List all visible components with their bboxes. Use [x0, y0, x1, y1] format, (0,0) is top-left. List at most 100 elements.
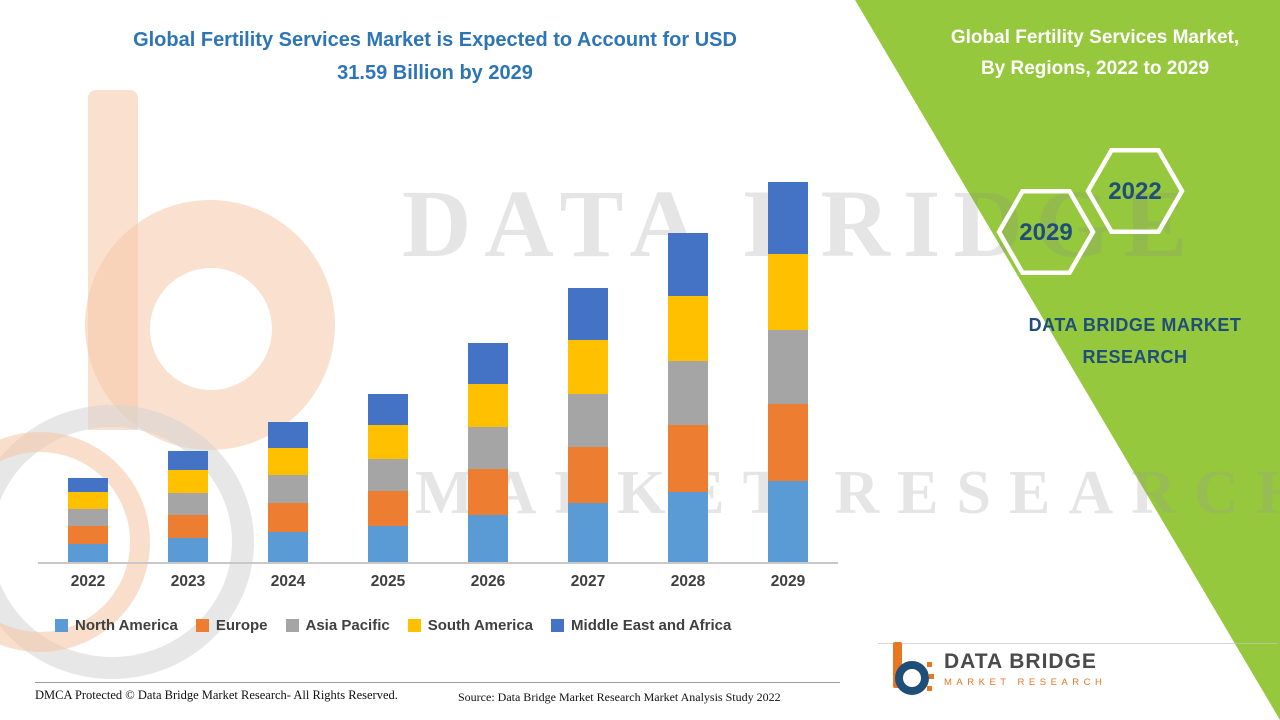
segment-asia-pacific [668, 361, 708, 425]
legend-item: Asia Pacific [285, 617, 390, 634]
source-note: Source: Data Bridge Market Research Mark… [458, 690, 781, 704]
brand-logo: DATA BRIDGE MARKET RESEARCH [888, 640, 1106, 698]
segment-north-america [68, 544, 108, 562]
brand-logo-text: DATA BRIDGE MARKET RESEARCH [944, 650, 1106, 688]
segment-asia-pacific [768, 329, 808, 405]
segment-middle-east-and-africa [568, 287, 608, 340]
segment-asia-pacific [268, 475, 308, 504]
brand-logo-subtitle: MARKET RESEARCH [944, 677, 1107, 688]
legend-item: South America [407, 617, 534, 634]
hexagon-2022-label: 2022 [1108, 178, 1161, 205]
legend-label: South America [427, 617, 534, 634]
segment-asia-pacific [368, 458, 408, 492]
bar-chart [38, 181, 838, 564]
bar-slot-2025 [338, 182, 438, 562]
legend-item: North America [55, 617, 178, 634]
segment-middle-east-and-africa [268, 422, 308, 448]
segment-north-america [668, 492, 708, 562]
segment-europe [568, 446, 608, 504]
segment-middle-east-and-africa [768, 181, 808, 255]
logo-divider [878, 643, 1278, 644]
legend-label: Europe [215, 617, 268, 634]
legend-item: Europe [195, 617, 268, 634]
segment-north-america [268, 531, 308, 562]
x-axis-label-2022: 2022 [70, 573, 106, 590]
segment-asia-pacific [68, 509, 108, 526]
segment-north-america [368, 525, 408, 562]
bar-slot-2024 [238, 182, 338, 562]
right-panel-title-line2: By Regions, 2022 to 2029 [980, 58, 1210, 80]
stacked-bar-2029 [768, 181, 808, 562]
segment-south-america [168, 470, 208, 494]
legend-label: Asia Pacific [305, 617, 390, 634]
stacked-bar-2023 [168, 451, 208, 562]
right-panel-title-line1: Global Fertility Services Market, [950, 27, 1240, 48]
x-axis-label-2023: 2023 [170, 573, 206, 590]
segment-europe [368, 491, 408, 526]
segment-north-america [768, 481, 808, 562]
bar-slot-2023 [138, 182, 238, 562]
segment-north-america [468, 515, 508, 562]
stacked-bar-2025 [368, 393, 408, 562]
legend-item: Middle East and Africa [551, 617, 731, 634]
chart-title-line2: 31.59 Billion by 2029 [337, 62, 533, 84]
data-bridge-logo-icon [893, 642, 934, 695]
x-axis-label-2028: 2028 [670, 573, 706, 590]
segment-south-america [768, 254, 808, 330]
dmca-notice: DMCA Protected © Data Bridge Market Rese… [35, 688, 398, 702]
legend-swatch [407, 619, 421, 632]
legend-swatch [285, 619, 299, 632]
footer-divider [35, 682, 840, 683]
segment-europe [68, 526, 108, 544]
segment-south-america [68, 492, 108, 510]
x-axis-label-2025: 2025 [370, 573, 406, 590]
stacked-bar-2026 [468, 343, 508, 562]
bar-slot-2026 [438, 182, 538, 562]
x-axis-label-2027: 2027 [570, 573, 606, 590]
bar-slot-2028 [638, 182, 738, 562]
segment-middle-east-and-africa [168, 451, 208, 471]
segment-europe [468, 469, 508, 516]
legend-swatch [551, 619, 565, 632]
segment-middle-east-and-africa [68, 478, 108, 493]
right-panel-brand-line1: DATA BRIDGE MARKET [1028, 315, 1242, 335]
x-axis-label-2024: 2024 [270, 573, 306, 590]
stacked-bar-2027 [568, 287, 608, 562]
segment-europe [168, 515, 208, 538]
segment-north-america [568, 503, 608, 562]
segment-south-america [668, 296, 708, 362]
right-panel-brand: DATA BRIDGE MARKET RESEARCH [1010, 310, 1260, 373]
segment-middle-east-and-africa [668, 233, 708, 297]
stacked-bar-2024 [268, 422, 308, 562]
segment-asia-pacific [468, 427, 508, 470]
bar-slot-2027 [538, 182, 638, 562]
legend-label: Middle East and Africa [571, 617, 732, 634]
right-panel-brand-line2: RESEARCH [1082, 346, 1188, 367]
x-axis-label-2029: 2029 [770, 573, 806, 590]
watermark-logo-bowl-hole [150, 268, 272, 390]
bar-slot-2022 [38, 182, 138, 562]
segment-asia-pacific [168, 493, 208, 516]
segment-south-america [368, 424, 408, 459]
hexagon-2022-outline [1085, 148, 1185, 234]
legend-swatch [55, 619, 68, 632]
stacked-bar-2022 [68, 478, 108, 562]
segment-south-america [568, 339, 608, 394]
segment-europe [668, 424, 708, 493]
segment-middle-east-and-africa [368, 393, 408, 425]
legend-label: North America [75, 617, 178, 634]
chart-title: Global Fertility Services Market is Expe… [0, 24, 870, 90]
segment-south-america [468, 384, 508, 428]
year-hexagons: 2029 2022 [996, 148, 1185, 275]
bar-slot-2029 [738, 181, 838, 562]
x-axis-label-2026: 2026 [470, 573, 506, 590]
stacked-bar-2028 [668, 233, 708, 562]
segment-europe [768, 404, 808, 482]
watermark-text-line2: MARKET RESEARCH [415, 459, 1280, 527]
segment-middle-east-and-africa [468, 343, 508, 385]
segment-north-america [168, 537, 208, 562]
segment-south-america [268, 447, 308, 476]
brand-logo-name: DATA BRIDGE [944, 650, 1097, 673]
right-panel-title: Global Fertility Services Market, By Reg… [920, 22, 1270, 85]
